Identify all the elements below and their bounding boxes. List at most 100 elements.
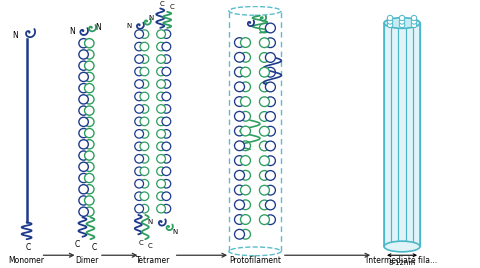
Circle shape (259, 23, 269, 33)
Ellipse shape (384, 241, 419, 252)
Circle shape (240, 53, 250, 62)
Circle shape (134, 167, 143, 176)
Circle shape (79, 61, 88, 70)
Circle shape (140, 80, 148, 88)
Circle shape (134, 180, 143, 188)
Text: C: C (159, 1, 164, 7)
Circle shape (259, 97, 269, 107)
Circle shape (79, 95, 88, 104)
Circle shape (234, 156, 244, 165)
Circle shape (84, 151, 94, 160)
Circle shape (79, 185, 88, 194)
Circle shape (134, 105, 143, 113)
Circle shape (79, 39, 88, 48)
Circle shape (79, 196, 88, 205)
Circle shape (84, 84, 94, 93)
Circle shape (162, 67, 170, 76)
Circle shape (265, 156, 275, 166)
Circle shape (398, 15, 404, 21)
Circle shape (162, 117, 170, 126)
Circle shape (234, 185, 244, 195)
Circle shape (79, 140, 88, 149)
Circle shape (140, 67, 148, 76)
Circle shape (234, 200, 244, 210)
Text: Intermediate fila...: Intermediate fila... (366, 256, 437, 265)
Circle shape (79, 117, 88, 126)
Circle shape (79, 151, 88, 160)
Circle shape (259, 111, 269, 121)
Circle shape (398, 19, 404, 24)
Text: N: N (147, 219, 153, 225)
Circle shape (79, 106, 88, 115)
Circle shape (234, 38, 244, 47)
Circle shape (234, 141, 244, 151)
Circle shape (156, 80, 165, 88)
Circle shape (162, 204, 170, 213)
Circle shape (234, 215, 244, 224)
Circle shape (265, 23, 275, 33)
Circle shape (140, 105, 148, 113)
Text: C: C (26, 243, 31, 252)
Circle shape (240, 82, 250, 92)
Text: N: N (172, 229, 177, 234)
Circle shape (162, 130, 170, 138)
Circle shape (265, 200, 275, 210)
Circle shape (259, 200, 269, 210)
Circle shape (156, 130, 165, 138)
Ellipse shape (384, 18, 419, 28)
Circle shape (240, 67, 250, 77)
Circle shape (140, 192, 148, 200)
Circle shape (265, 97, 275, 107)
Text: Protofilament: Protofilament (228, 256, 280, 265)
Circle shape (84, 128, 94, 138)
Text: Monomer: Monomer (9, 256, 45, 265)
Circle shape (259, 185, 269, 195)
Circle shape (140, 117, 148, 126)
Circle shape (79, 128, 88, 138)
Circle shape (259, 141, 269, 151)
Text: N: N (148, 14, 153, 21)
Circle shape (156, 55, 165, 63)
Circle shape (162, 92, 170, 101)
Bar (384, 23, 419, 247)
Circle shape (134, 80, 143, 88)
Circle shape (265, 141, 275, 151)
Circle shape (156, 192, 165, 200)
Circle shape (234, 82, 244, 92)
Circle shape (240, 141, 250, 151)
Circle shape (265, 53, 275, 62)
Text: Dimer: Dimer (74, 256, 98, 265)
Circle shape (162, 105, 170, 113)
Circle shape (410, 19, 416, 24)
Circle shape (140, 204, 148, 213)
Circle shape (234, 53, 244, 62)
Circle shape (162, 167, 170, 176)
Circle shape (259, 126, 269, 136)
Text: Tetramer: Tetramer (135, 256, 169, 265)
Circle shape (140, 167, 148, 176)
Circle shape (259, 156, 269, 166)
Circle shape (84, 50, 94, 59)
Text: N: N (12, 31, 18, 40)
Circle shape (240, 38, 250, 47)
Circle shape (84, 140, 94, 149)
Circle shape (156, 204, 165, 213)
Text: C: C (169, 4, 174, 10)
Circle shape (162, 180, 170, 188)
Circle shape (156, 105, 165, 113)
Circle shape (259, 67, 269, 77)
Circle shape (156, 92, 165, 101)
Circle shape (398, 22, 404, 28)
Circle shape (79, 50, 88, 59)
Circle shape (140, 42, 148, 51)
Text: C: C (92, 243, 97, 252)
Circle shape (140, 180, 148, 188)
Circle shape (84, 72, 94, 81)
Circle shape (84, 106, 94, 115)
Circle shape (265, 215, 275, 225)
Circle shape (79, 72, 88, 81)
Text: N: N (70, 27, 75, 36)
Circle shape (156, 30, 165, 38)
Circle shape (162, 42, 170, 51)
Circle shape (265, 82, 275, 92)
